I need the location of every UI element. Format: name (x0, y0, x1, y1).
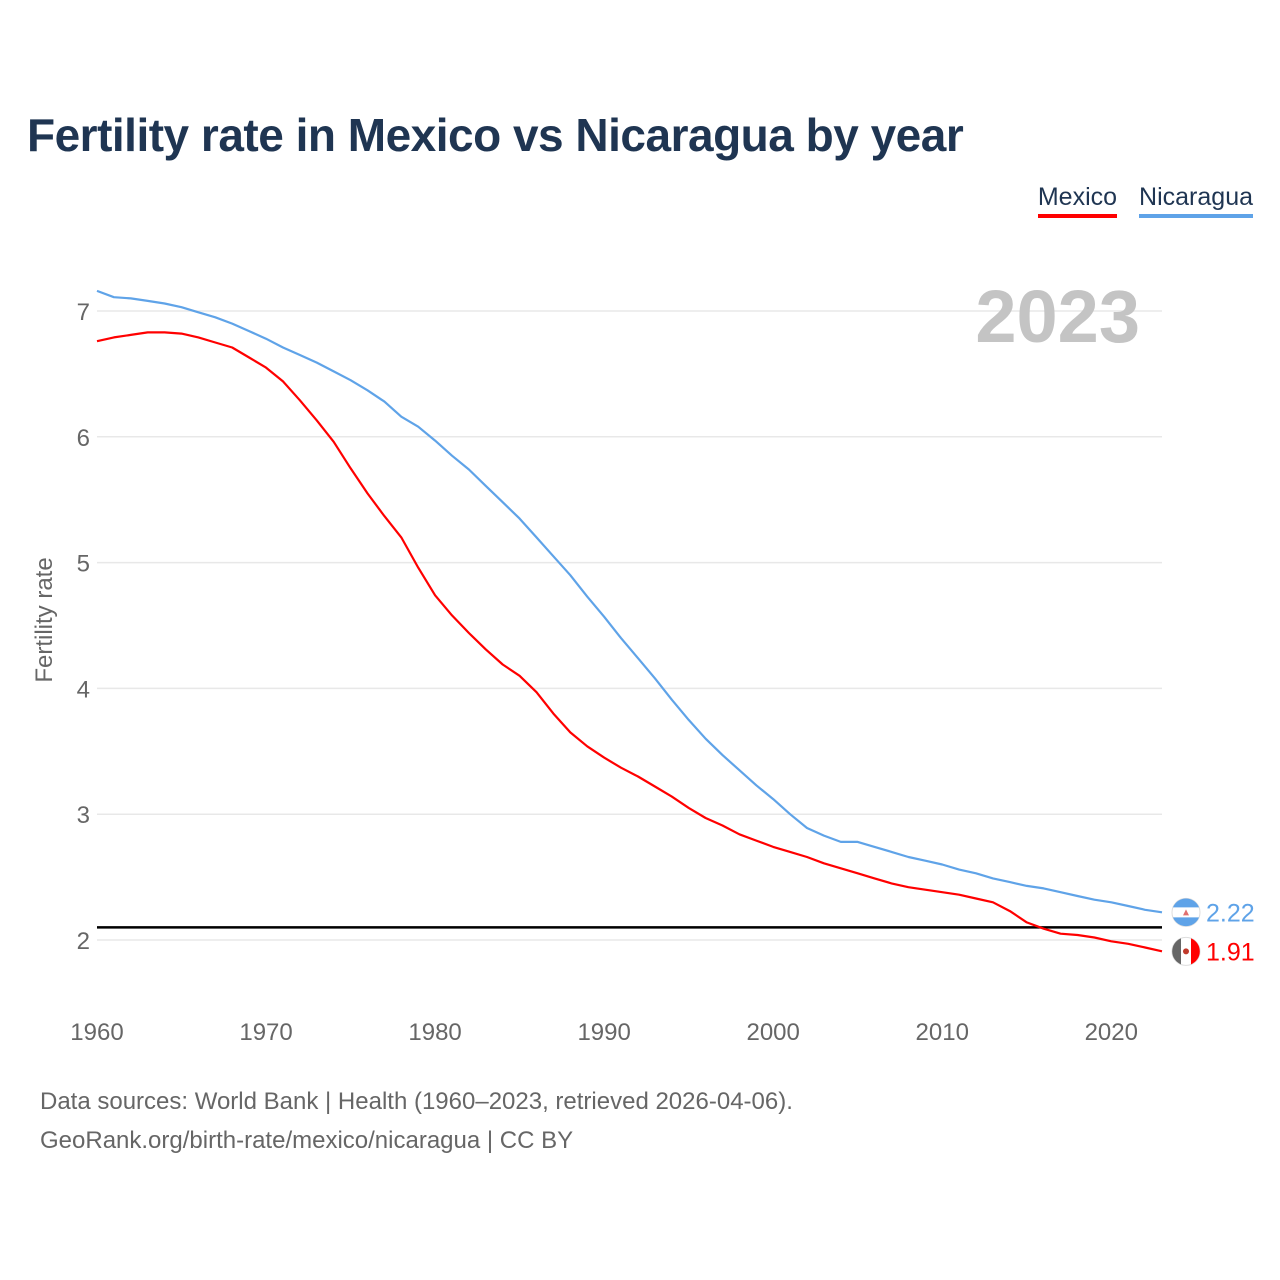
footer-sources: Data sources: World Bank | Health (1960–… (40, 1088, 793, 1115)
x-tick-label: 2000 (746, 1019, 799, 1046)
chart-title: Fertility rate in Mexico vs Nicaragua by… (27, 109, 964, 161)
y-tick-label: 7 (77, 299, 90, 326)
legend-item-mexico[interactable]: Mexico (1037, 183, 1118, 218)
x-tick-label: 1980 (408, 1019, 461, 1046)
y-tick-label: 6 (77, 425, 90, 452)
legend: Mexico Nicaragua (1037, 183, 1253, 218)
year-label: 2023 (975, 275, 1140, 358)
end-value-label-nicaragua: 2.22 (1206, 899, 1255, 927)
x-tick-label: 1990 (577, 1019, 630, 1046)
mexico-flag-green (1172, 938, 1181, 965)
nicaragua-flag-emblem (1183, 909, 1189, 916)
end-value-label-mexico: 1.91 (1206, 938, 1255, 966)
series-line-nicaragua (96, 289, 1163, 914)
x-tick-label: 2020 (1085, 1019, 1138, 1046)
series-line-mexico (96, 331, 1163, 953)
footer-link[interactable]: GeoRank.org/birth-rate/mexico/nicaragua … (40, 1127, 574, 1154)
x-tick-label: 2010 (916, 1019, 969, 1046)
y-tick-label: 5 (77, 551, 90, 578)
y-tick-label: 3 (77, 802, 90, 829)
y-axis-label: Fertility rate (31, 557, 58, 682)
x-tick-label: 1960 (70, 1019, 123, 1046)
y-tick-label: 2 (77, 928, 90, 955)
nicaragua-flag-bottom (1173, 917, 1199, 927)
nicaragua-flag-top (1173, 898, 1199, 908)
x-tick-label: 1970 (239, 1019, 292, 1046)
y-tick-label: 4 (77, 676, 90, 703)
mexico-flag-emblem (1183, 948, 1189, 955)
legend-item-nicaragua[interactable]: Nicaragua (1139, 183, 1253, 218)
mexico-flag-red (1191, 938, 1200, 965)
